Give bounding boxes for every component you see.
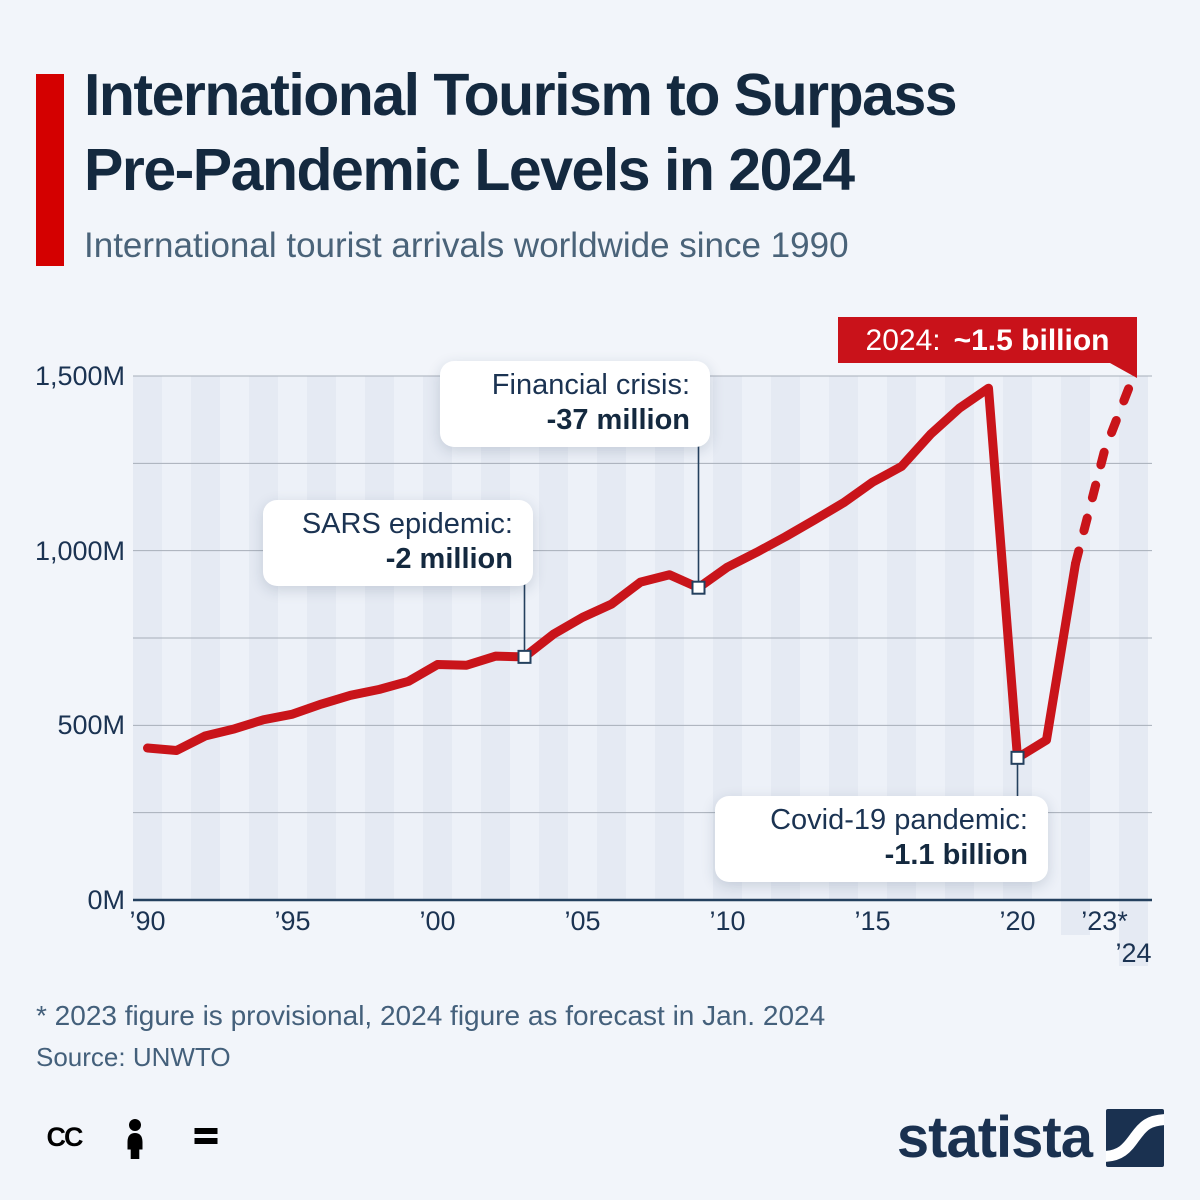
y-axis-tick-label: 0M [87,885,125,915]
footnote: * 2023 figure is provisional, 2024 figur… [36,1000,826,1031]
callout-2024-label: 2024: [865,324,941,357]
annotation-sars-value: -2 million [385,543,513,575]
annotation-financial-label: Financial crisis: [491,369,690,401]
statista-logo-mark-icon [1106,1108,1164,1167]
title-line-2: Pre-Pandemic Levels in 2024 [84,137,855,203]
y-axis-tick-label: 1,000M [34,535,125,566]
chart-svg [133,371,1152,902]
x-axis-tick-label: ’05 [564,906,601,936]
callout-pointer-icon [1110,363,1137,378]
y-axis-tick-label: 1,500M [34,361,125,391]
page-title: International Tourism to Surpass Pre-Pan… [84,58,958,208]
callout-2024: 2024: ~1.5 billion [838,317,1137,378]
callout-2024-value: ~1.5 billion [953,324,1110,357]
license-icons: CC [36,1108,234,1164]
cc-nd-equals-icon [194,1128,218,1144]
cc-icon: CC [47,1122,85,1152]
svg-text:CC: CC [47,1122,83,1152]
year-band [1119,376,1148,966]
annotation-financial-value: -37 million [546,404,690,436]
title-accent-bar [36,74,64,266]
x-axis-tick-label: ’10 [709,906,746,936]
cc-by-person-icon [127,1119,143,1159]
x-axis-tick-label: ’23* [1081,906,1128,936]
y-axis-tick-label: 500M [57,710,125,741]
year-band [1061,376,1090,935]
annotation-financial-crisis: Financial crisis: -37 million [440,361,710,447]
chart-subtitle: International tourist arrivals worldwide… [84,226,849,265]
x-axis-tick-label: ’15 [854,906,891,936]
x-axis-tick-label: ’00 [419,906,456,936]
x-axis-tick-label: ’20 [999,906,1036,936]
annotation-covid-value: -1.1 billion [884,839,1028,871]
annotation-sars: SARS epidemic: -2 million [263,500,533,586]
annotation-sars-label: SARS epidemic: [301,508,513,540]
x-axis-tick-label: ’24 [1115,938,1152,968]
annotation-covid-label: Covid-19 pandemic: [770,804,1028,836]
x-axis-tick-label: ’95 [274,906,311,936]
title-line-1: International Tourism to Surpass [84,62,958,128]
statista-wordmark: statista [896,1105,1093,1170]
x-axis-tick-label: ’90 [129,906,166,936]
annotation-covid: Covid-19 pandemic: -1.1 billion [715,796,1048,882]
statista-logo: statista [897,1104,1164,1171]
source-line: Source: UNWTO [36,1042,231,1072]
